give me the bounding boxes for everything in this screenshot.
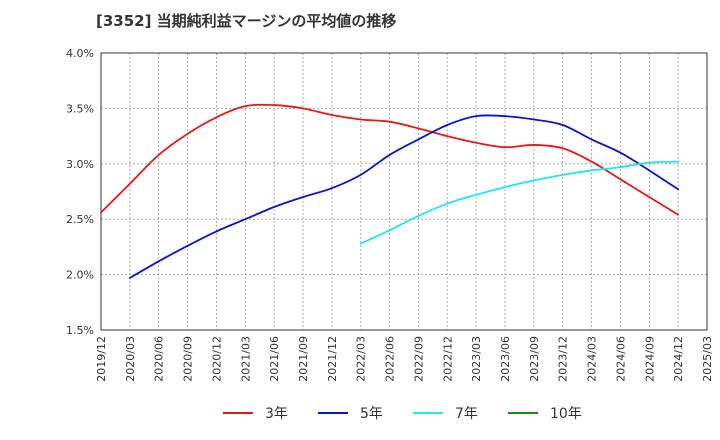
- x-tick-label: 2022/09: [412, 336, 425, 382]
- x-tick-label: 2021/09: [297, 336, 310, 382]
- y-axis-ticks: 1.5% 2.0% 2.5% 3.0% 3.5% 4.0%: [66, 47, 94, 337]
- legend-label-5年: 5年: [360, 406, 383, 422]
- y-tick-label: 4.0%: [66, 47, 94, 60]
- grid-lines: [101, 53, 707, 330]
- x-tick-label: 2025/03: [701, 336, 714, 382]
- legend: 3年 5年 7年 10年: [223, 406, 582, 422]
- x-tick-label: 2022/12: [441, 336, 454, 382]
- x-tick-label: 2023/09: [528, 336, 541, 382]
- chart-title: [3352] 当期純利益マージンの平均値の推移: [96, 12, 397, 30]
- x-tick-label: 2023/03: [470, 336, 483, 382]
- legend-label-7年: 7年: [455, 406, 478, 422]
- x-tick-label: 2021/03: [239, 336, 252, 382]
- y-tick-label: 3.5%: [66, 102, 94, 115]
- x-axis-ticks: 2019/12 2020/03 2020/06 2020/09 2020/12 2021/…: [95, 336, 714, 382]
- x-tick-label: 2020/06: [153, 336, 166, 382]
- series-lines: [100, 103, 680, 279]
- legend-label-10年: 10年: [550, 406, 582, 422]
- y-tick-label: 2.0%: [66, 269, 94, 282]
- x-tick-label: 2020/03: [124, 336, 137, 382]
- legend-label-3年: 3年: [265, 406, 288, 422]
- x-tick-label: 2020/12: [210, 336, 223, 382]
- x-tick-label: 2021/12: [326, 336, 339, 382]
- x-tick-label: 2020/09: [182, 336, 195, 382]
- x-tick-label: 2022/06: [384, 336, 397, 382]
- y-tick-label: 1.5%: [66, 324, 94, 337]
- x-tick-label: 2022/03: [355, 336, 368, 382]
- series-line-3年: [100, 103, 680, 216]
- plot-frame: [100, 52, 708, 331]
- x-tick-label: 2024/03: [586, 336, 599, 382]
- series-line-5年: [128, 114, 680, 279]
- y-tick-label: 3.0%: [66, 158, 94, 171]
- x-tick-label: 2024/09: [643, 336, 656, 382]
- y-tick-label: 2.5%: [66, 213, 94, 226]
- x-tick-label: 2024/06: [614, 336, 627, 382]
- x-tick-label: 2019/12: [95, 336, 108, 382]
- x-tick-label: 2024/12: [672, 336, 685, 382]
- x-tick-label: 2023/12: [557, 336, 570, 382]
- x-tick-label: 2023/06: [499, 336, 512, 382]
- x-tick-label: 2021/06: [268, 336, 281, 382]
- series-line-7年: [359, 160, 680, 245]
